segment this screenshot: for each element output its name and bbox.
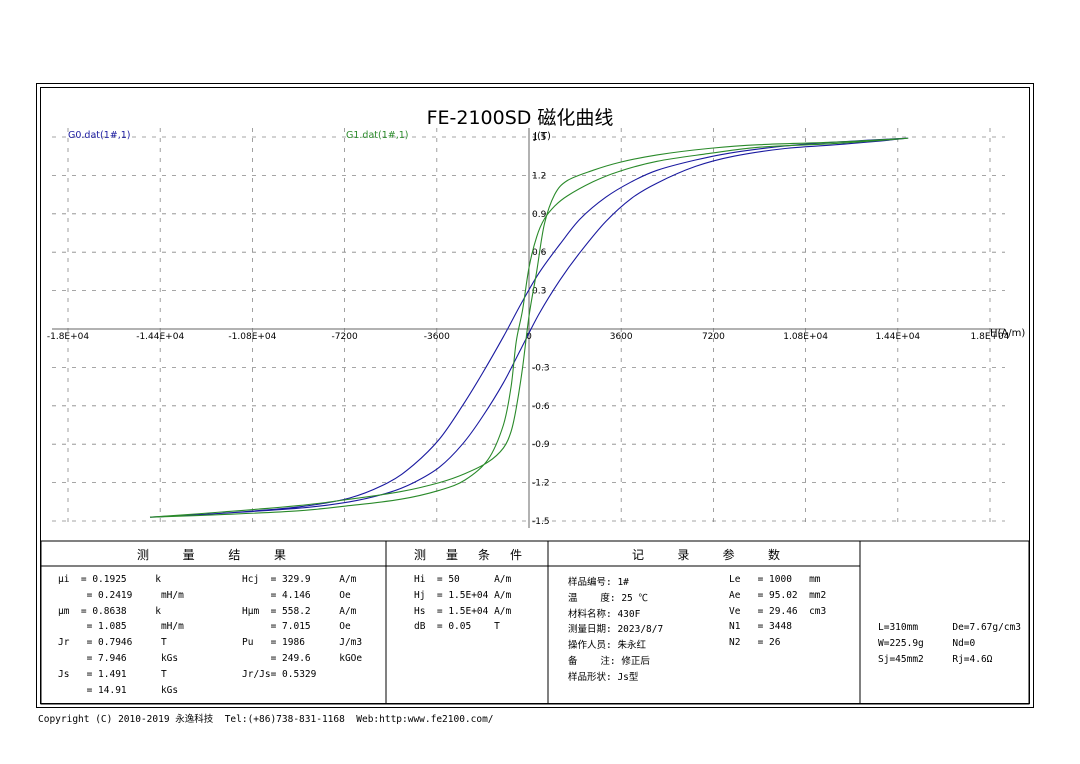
- result-line: Pu = 1986 J/m3: [242, 637, 363, 649]
- result-line: = 4.146 Oe: [242, 589, 351, 601]
- record-line: Ve = 29.46 cm3: [729, 605, 827, 617]
- x-tick-label: -7200: [332, 332, 358, 342]
- record-line: 材料名称: 430F: [568, 608, 641, 620]
- result-line: Hμm = 558.2 A/m: [242, 605, 357, 617]
- x-tick-label: -1.8E+04: [47, 332, 90, 342]
- header-char: 记: [632, 548, 645, 562]
- y-axis-label: J(T): [533, 131, 551, 142]
- y-tick-label: -0.9: [532, 440, 550, 450]
- x-tick-label: -1.08E+04: [228, 332, 276, 342]
- x-tick-label: 1.08E+04: [783, 332, 828, 342]
- header-char: 数: [768, 548, 781, 562]
- x-tick-label: 7200: [702, 332, 725, 342]
- record-line: Le = 1000 mm: [729, 574, 821, 585]
- record-line: 备 注: 修正后: [568, 656, 650, 667]
- sample-param-line: W=225.9g Nd=0: [878, 637, 976, 649]
- copyright-footer: Copyright (C) 2010-2019 永逸科技 Tel:(+86)73…: [38, 714, 494, 725]
- legend-entry-g0: G0.dat(1#,1): [68, 130, 130, 141]
- y-tick-label: -1.2: [532, 479, 550, 489]
- result-line: = 249.6 kGOe: [242, 653, 363, 664]
- result-line: Jr/Js= 0.5329: [242, 668, 317, 680]
- result-line: = 0.2419 mH/m: [58, 589, 184, 601]
- x-tick-label: 1.44E+04: [875, 332, 920, 342]
- header-char: 条: [478, 548, 491, 562]
- y-tick-label: 0.3: [532, 287, 546, 297]
- sample-param-line: Sj=45mm2 Rj=4.6Ω: [878, 653, 993, 665]
- condition-line: Hs = 1.5E+04 A/m: [414, 605, 512, 617]
- chart-axes: [52, 128, 1005, 528]
- header-char: 结: [228, 548, 241, 562]
- y-tick-label: -0.6: [532, 402, 550, 412]
- result-line: Hcj = 329.9 A/m: [242, 574, 357, 585]
- header-char: 测: [414, 548, 427, 562]
- result-line: Js = 1.491 T: [58, 668, 167, 680]
- result-line: = 7.946 kGs: [58, 653, 179, 664]
- record-line: N2 = 26: [729, 637, 781, 649]
- header-char: 录: [677, 548, 690, 562]
- record-line: 温 度: 25 ℃: [568, 592, 648, 604]
- x-tick-label: 1.8E+04: [971, 332, 1010, 342]
- condition-line: Hj = 1.5E+04 A/m: [414, 589, 512, 601]
- legend-entry-g1: G1.dat(1#,1): [346, 130, 408, 141]
- y-tick-label: 1.5: [532, 133, 546, 143]
- x-tick-label: 0: [526, 332, 532, 342]
- header-char: 件: [510, 548, 523, 562]
- header-char: 量: [446, 548, 459, 562]
- y-tick-label: -1.5: [532, 517, 550, 527]
- chart-grid: [52, 128, 1005, 528]
- x-tick-label: -1.44E+04: [136, 332, 184, 342]
- header-char: 参: [722, 548, 735, 562]
- record-line: 测量日期: 2023/8/7: [568, 624, 664, 636]
- header-char: 量: [182, 548, 195, 562]
- condition-line: Hi = 50 A/m: [414, 574, 512, 585]
- result-line: = 1.085 mH/m: [58, 621, 184, 633]
- result-line: = 7.015 Oe: [242, 621, 351, 633]
- result-line: μi = 0.1925 k: [58, 574, 161, 585]
- record-line: 样品编号: 1#: [568, 577, 629, 588]
- series-line-1: [149, 137, 909, 518]
- header-char: 果: [274, 548, 287, 562]
- y-tick-label: 0.9: [532, 210, 547, 220]
- result-line: μm = 0.8638 k: [58, 605, 161, 617]
- y-tick-label: -0.3: [532, 363, 550, 373]
- x-tick-label: -3600: [424, 332, 450, 342]
- outer-frame: [36, 83, 1034, 708]
- chart-ticks: -1.8E+04 -1.44E+04 -1.08E+04 -7200 -3600 0 360…: [47, 133, 1010, 527]
- result-line: Jr = 0.7946 T: [58, 637, 167, 649]
- header-char: 测: [137, 548, 150, 562]
- x-tick-label: 3600: [610, 332, 633, 342]
- record-line: N1 = 3448: [729, 621, 792, 633]
- result-line: = 14.91 kGs: [58, 684, 179, 696]
- record-line: 样品形状: Js型: [568, 671, 639, 683]
- sample-param-line: L=310mm De=7.67g/cm3: [878, 622, 1021, 633]
- chart-series: [149, 137, 909, 518]
- results-table-grid: [40, 540, 1030, 705]
- record-line: Ae = 95.02 mm2: [729, 589, 827, 601]
- x-axis-label: H(A/m): [990, 328, 1025, 339]
- record-line: 操作人员: 朱永红: [568, 640, 646, 652]
- condition-line: dB = 0.05 T: [414, 621, 500, 633]
- y-tick-label: 1.2: [532, 171, 546, 181]
- chart-title: FE-2100SD 磁化曲线: [427, 107, 614, 129]
